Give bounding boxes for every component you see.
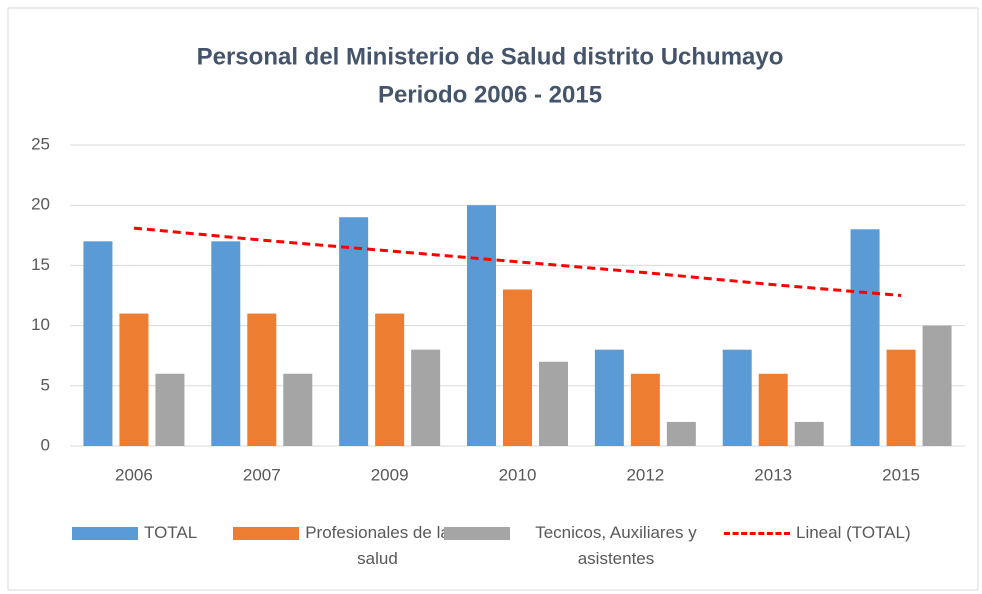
x-tick-label: 2012 bbox=[626, 465, 664, 484]
legend-key bbox=[233, 527, 299, 540]
x-tick-label: 2013 bbox=[754, 465, 792, 484]
y-tick-label: 15 bbox=[31, 255, 50, 274]
bar bbox=[503, 289, 532, 446]
bar bbox=[411, 349, 441, 446]
x-tick-label: 2010 bbox=[499, 465, 537, 484]
y-tick-label: 5 bbox=[41, 375, 50, 394]
bar bbox=[375, 313, 405, 446]
chart-subtitle: Periodo 2006 - 2015 bbox=[378, 81, 602, 108]
bar bbox=[339, 217, 369, 446]
bar bbox=[630, 373, 660, 446]
bar bbox=[666, 421, 696, 446]
y-tick-label: 25 bbox=[31, 134, 50, 153]
legend-label: TOTAL bbox=[144, 523, 198, 542]
x-tick-label: 2007 bbox=[243, 465, 281, 484]
y-tick-label: 0 bbox=[41, 435, 50, 454]
y-tick-label: 10 bbox=[31, 315, 50, 334]
bar bbox=[119, 313, 149, 446]
bar bbox=[850, 229, 880, 446]
bar bbox=[467, 205, 496, 446]
bar bbox=[886, 349, 916, 446]
bar bbox=[722, 349, 752, 446]
legend-key bbox=[444, 527, 510, 540]
x-tick-label: 2006 bbox=[115, 465, 153, 484]
trend-line bbox=[133, 226, 902, 297]
x-tick-label: 2015 bbox=[882, 465, 920, 484]
y-tick-label: 20 bbox=[31, 195, 50, 214]
legend-item: Profesionales de la salud bbox=[233, 520, 450, 572]
bar bbox=[594, 349, 624, 446]
x-tick-label: 2009 bbox=[371, 465, 409, 484]
chart-title: Personal del Ministerio de Salud distrit… bbox=[197, 43, 784, 70]
legend-label: Lineal (TOTAL) bbox=[796, 523, 911, 542]
bar bbox=[247, 313, 277, 446]
bar bbox=[794, 421, 824, 446]
bar bbox=[211, 241, 241, 446]
legend-label: Profesionales de la salud bbox=[305, 523, 450, 568]
legend-key bbox=[724, 532, 790, 535]
legend-label: Tecnicos, Auxiliares y asistentes bbox=[535, 523, 697, 568]
bar bbox=[758, 373, 788, 446]
legend-item: TOTAL bbox=[72, 520, 197, 546]
bar bbox=[283, 373, 313, 446]
bar bbox=[83, 241, 113, 446]
legend-item: Lineal (TOTAL) bbox=[724, 520, 911, 546]
legend-key bbox=[72, 527, 138, 540]
bar bbox=[539, 361, 568, 446]
bar bbox=[155, 373, 185, 446]
legend-item: Tecnicos, Auxiliares y asistentes bbox=[444, 520, 716, 572]
bar bbox=[922, 325, 952, 446]
